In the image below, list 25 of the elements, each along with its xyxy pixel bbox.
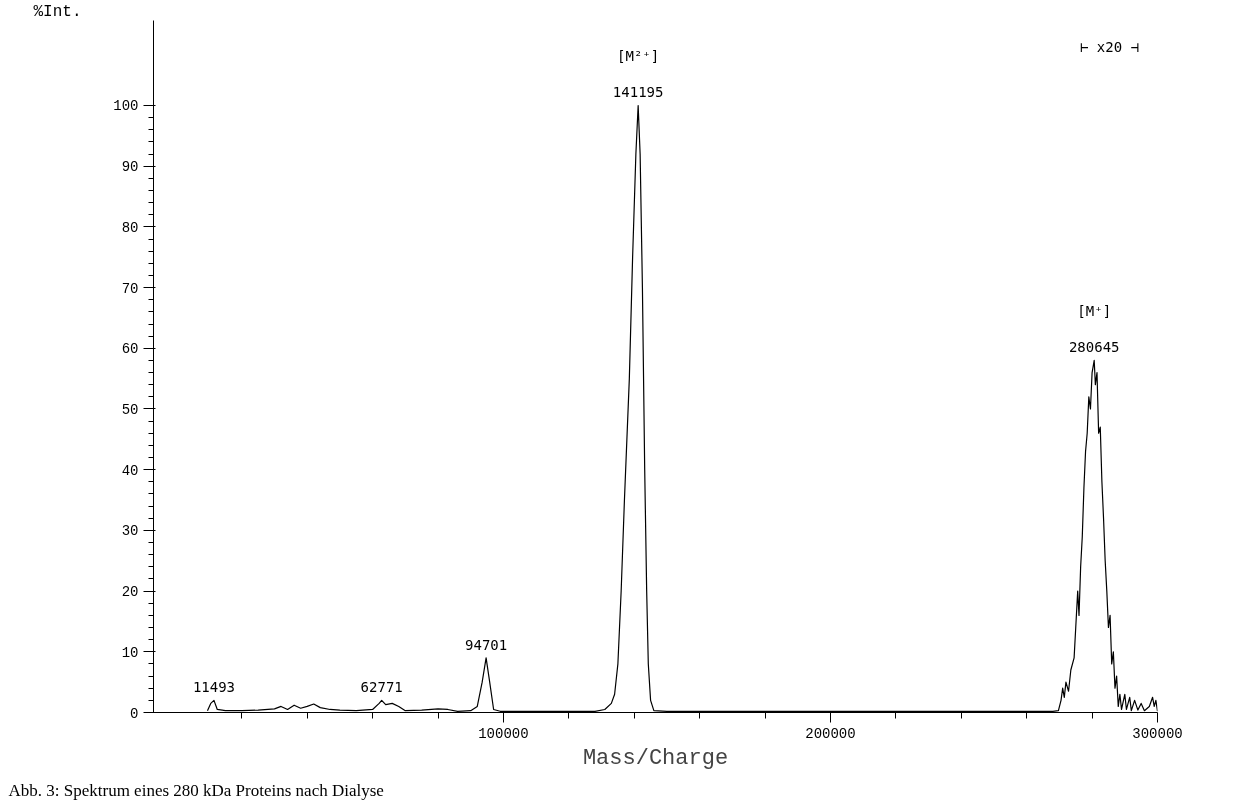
y-tick-label: 30 <box>121 523 139 540</box>
annotation: 62771 <box>360 679 403 696</box>
y-tick-label: 10 <box>121 644 139 661</box>
y-axis-title: %Int. <box>33 2 82 21</box>
annotation: 280645 <box>1068 339 1120 356</box>
annotation: [M⁺] <box>1077 303 1112 320</box>
y-tick-label: 90 <box>121 159 139 176</box>
annotation: 141195 <box>612 84 664 101</box>
y-tick-label: 60 <box>121 341 139 358</box>
annotation: ⊢ x20 ⊣ <box>1080 38 1140 55</box>
annotation: 94701 <box>465 636 508 653</box>
y-tick-label: 80 <box>121 219 139 236</box>
x-tick-label: 200000 <box>805 725 856 742</box>
y-tick-label: 20 <box>121 584 139 601</box>
y-tick-label: 40 <box>121 462 139 479</box>
y-tick-label: 100 <box>113 98 139 115</box>
y-tick-label: 50 <box>121 401 139 418</box>
x-tick-label: 300000 <box>1132 725 1183 742</box>
caption: Abb. 3: Spektrum eines 280 kDa Proteins nach Dialyse <box>8 780 384 800</box>
annotation: 11493 <box>192 679 236 696</box>
y-tick-label: 70 <box>121 280 139 297</box>
x-axis-title: Mass/Charge <box>582 745 729 771</box>
annotation: [M²⁺] <box>617 48 660 65</box>
y-tick-label: 0 <box>130 705 139 722</box>
x-tick-label: 100000 <box>478 725 529 742</box>
